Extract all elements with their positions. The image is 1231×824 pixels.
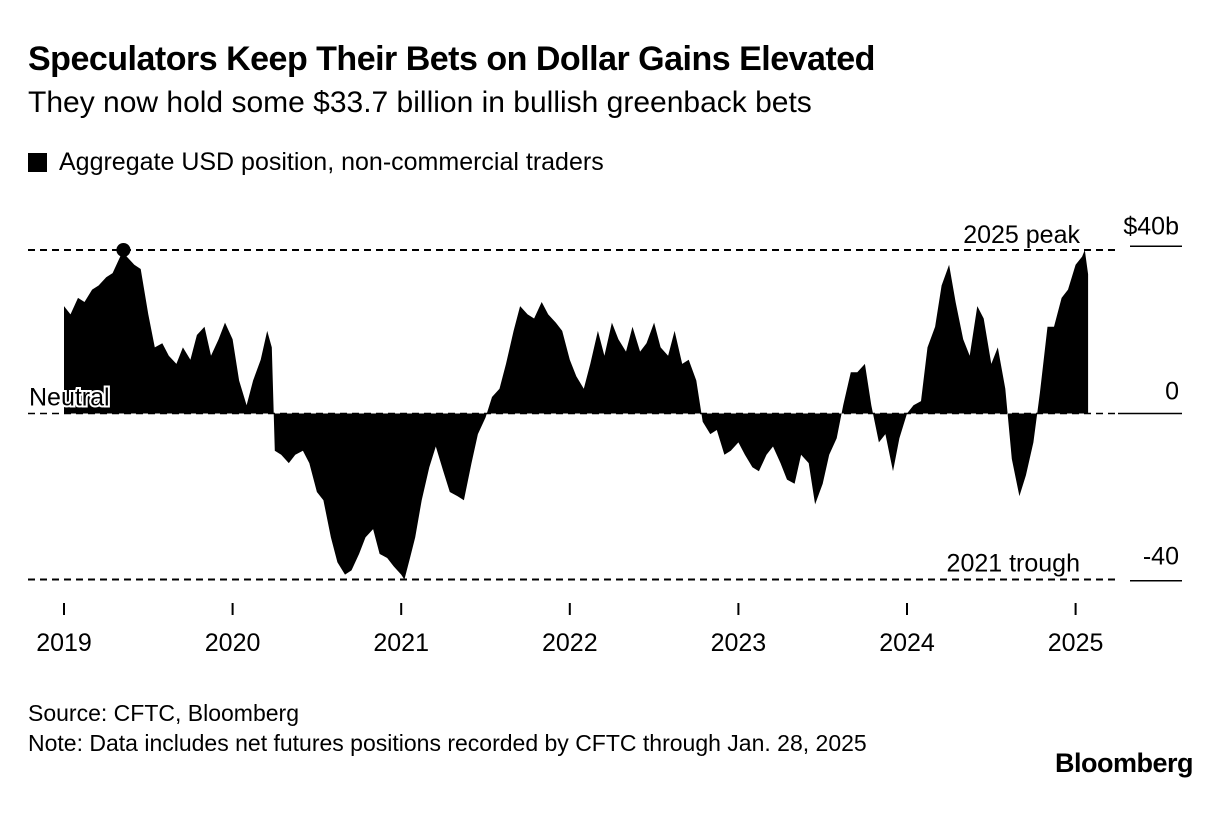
x-tick-label: 2024 — [879, 629, 935, 657]
legend: Aggregate USD position, non-commercial t… — [28, 148, 604, 177]
x-tick-label: 2019 — [36, 629, 92, 657]
legend-label: Aggregate USD position, non-commercial t… — [59, 148, 604, 176]
footer: Source: CFTC, Bloomberg Note: Data inclu… — [28, 698, 928, 758]
y-tick-label: 0 — [1165, 378, 1179, 406]
x-tick-label: 2020 — [205, 629, 261, 657]
y-tick-label: $40b — [1123, 212, 1179, 240]
series-area — [64, 244, 1089, 580]
chart-subtitle: They now hold some $33.7 billion in bull… — [28, 86, 812, 119]
trough-annotation: 2021 trough — [947, 550, 1080, 578]
data-note: Note: Data includes net futures position… — [28, 730, 867, 756]
x-tick-label: 2023 — [711, 629, 767, 657]
source-note: Source: CFTC, Bloomberg — [28, 700, 299, 726]
brand-logo: Bloomberg — [1054, 748, 1194, 778]
peak-annotation: 2025 peak — [963, 221, 1080, 249]
legend-swatch — [28, 153, 47, 172]
y-tick-label: -40 — [1143, 543, 1179, 571]
peak-marker — [116, 242, 131, 257]
x-tick-label: 2022 — [542, 629, 598, 657]
x-tick-label: 2021 — [373, 629, 429, 657]
x-tick-label: 2025 — [1048, 629, 1104, 657]
neutral-annotation: Neutral — [29, 384, 110, 412]
chart-area: 2025 peak Neutral 2021 trough $40b 0 -40 2019 2… — [27, 212, 1182, 657]
chart-title: Speculators Keep Their Bets on Dollar Ga… — [28, 40, 875, 78]
